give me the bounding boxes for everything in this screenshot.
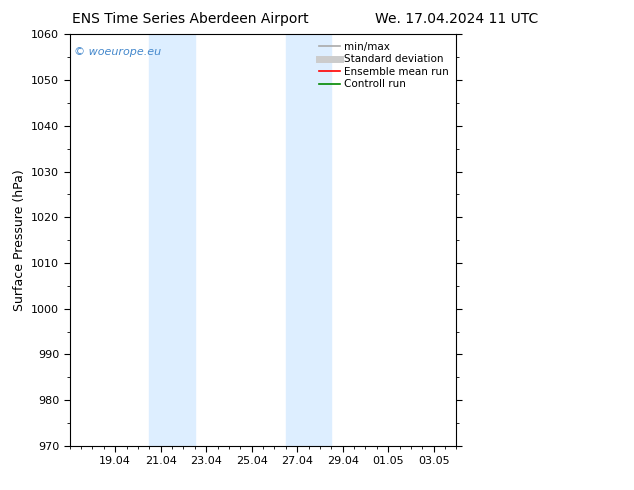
Bar	[150, 34, 195, 446]
Text: © woeurope.eu: © woeurope.eu	[74, 47, 161, 57]
Text: We. 17.04.2024 11 UTC: We. 17.04.2024 11 UTC	[375, 12, 538, 26]
Y-axis label: Surface Pressure (hPa): Surface Pressure (hPa)	[13, 169, 25, 311]
Text: ENS Time Series Aberdeen Airport: ENS Time Series Aberdeen Airport	[72, 12, 309, 26]
Legend: min/max, Standard deviation, Ensemble mean run, Controll run: min/max, Standard deviation, Ensemble me…	[318, 40, 451, 92]
Bar	[286, 34, 332, 446]
